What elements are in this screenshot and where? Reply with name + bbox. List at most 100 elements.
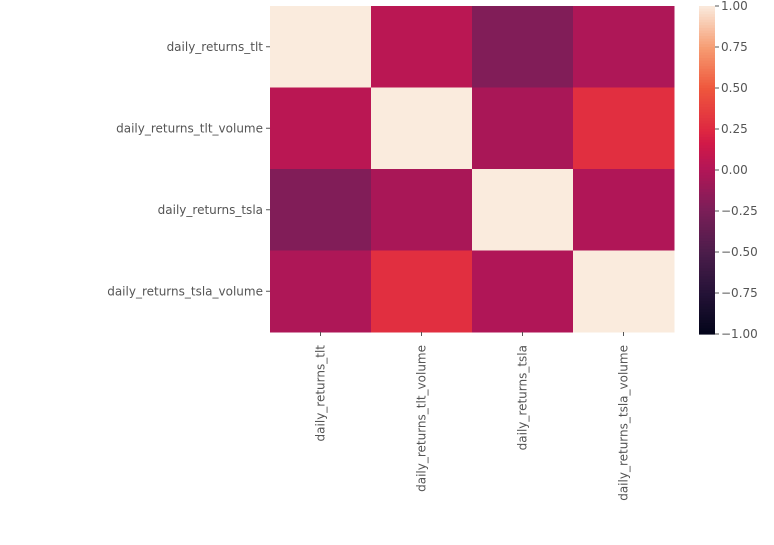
colorbar-segment — [699, 145, 715, 149]
colorbar-segment — [699, 172, 715, 177]
colorbar-tick-label: 0.75 — [721, 40, 748, 54]
colorbar-segment — [699, 260, 715, 264]
colorbar-segment — [699, 276, 715, 280]
colorbar-segment — [699, 249, 715, 253]
colorbar-tick-label: −0.75 — [721, 286, 758, 300]
row-labels: daily_returns_tlt daily_returns_tlt_volum… — [107, 40, 270, 298]
colorbar-segment — [699, 268, 715, 272]
colorbar-segment — [699, 19, 715, 23]
colorbar-segment — [699, 221, 715, 226]
colorbar-segment — [699, 312, 715, 316]
column-label: daily_returns_tsla_volume — [617, 345, 631, 501]
colorbar-segment — [699, 271, 715, 275]
colorbar-segment — [699, 156, 715, 160]
colorbar-segment — [699, 98, 715, 103]
colorbar-segment — [699, 44, 715, 48]
row-label: daily_returns_tsla_volume — [107, 284, 263, 298]
colorbar-segment — [699, 246, 715, 250]
colorbar-segment — [699, 142, 715, 146]
row-label: daily_returns_tsla — [158, 203, 263, 217]
colorbar-segment — [699, 109, 715, 114]
colorbar-segment — [699, 90, 715, 95]
colorbar-segment — [699, 68, 715, 73]
colorbar-segment — [699, 49, 715, 54]
colorbar-segment — [699, 213, 715, 218]
colorbar-segment — [699, 303, 715, 308]
colorbar-segment — [699, 238, 715, 242]
colorbar-segment — [699, 186, 715, 190]
colorbar-segment — [699, 16, 715, 21]
colorbar-segment — [699, 22, 715, 26]
colorbar-segment — [699, 25, 715, 29]
colorbar-segment — [699, 134, 715, 138]
colorbar-segment — [699, 129, 715, 133]
colorbar-tick-label: 0.00 — [721, 163, 748, 177]
heatmap-cell — [371, 250, 473, 333]
colorbar-segment — [699, 309, 715, 313]
colorbar-segment — [699, 115, 715, 119]
colorbar-segment — [699, 11, 715, 15]
heatmap-cell — [371, 169, 473, 251]
colorbar-segment — [699, 290, 715, 294]
colorbar-segment — [699, 170, 715, 174]
heatmap-cell — [472, 169, 574, 251]
colorbar-segment — [699, 306, 715, 310]
colorbar-segment — [699, 232, 715, 237]
heatmap-cell — [270, 250, 372, 333]
colorbar-segment — [699, 293, 715, 297]
colorbar-segment — [699, 189, 715, 193]
colorbar-segment — [699, 200, 715, 204]
heatmap-cell — [573, 87, 675, 170]
colorbar-segment — [699, 150, 715, 155]
colorbar-segment — [699, 224, 715, 228]
colorbar-segment — [699, 243, 715, 248]
column-label: daily_returns_tsla — [516, 345, 530, 450]
colorbar-segment — [699, 298, 715, 302]
heatmap-cell — [472, 87, 574, 170]
colorbar: 1.00 0.75 0.50 0.25 0.00 −0.25 −0.50 −0.75 −1.00 — [699, 0, 758, 341]
colorbar-segment — [699, 159, 715, 163]
colorbar-segment — [699, 323, 715, 327]
colorbar-segment — [699, 41, 715, 45]
colorbar-segment — [699, 66, 715, 70]
colorbar-segment — [699, 241, 715, 245]
colorbar-segment — [699, 328, 715, 332]
heatmap-cell — [472, 6, 574, 88]
colorbar-segment — [699, 60, 715, 64]
colorbar-segment — [699, 301, 715, 305]
heatmap-cell — [573, 6, 675, 88]
heatmap-cell — [573, 250, 675, 333]
colorbar-segment — [699, 57, 715, 62]
colorbar-segment — [699, 273, 715, 278]
colorbar-segment — [699, 153, 715, 157]
colorbar-segment — [699, 287, 715, 291]
colorbar-segment — [699, 77, 715, 81]
colorbar-segment — [699, 197, 715, 201]
colorbar-tick-label: 0.50 — [721, 81, 748, 95]
colorbar-segment — [699, 139, 715, 144]
colorbar-segment — [699, 252, 715, 256]
colorbar-segment — [699, 265, 715, 269]
colorbar-segment — [699, 262, 715, 267]
colorbar-segment — [699, 123, 715, 127]
colorbar-segment — [699, 317, 715, 321]
colorbar-segment — [699, 52, 715, 56]
colorbar-segment — [699, 282, 715, 286]
colorbar-segment — [699, 63, 715, 67]
colorbar-segment — [699, 178, 715, 182]
colorbar-segment — [699, 30, 715, 34]
colorbar-segment — [699, 55, 715, 59]
colorbar-segment — [699, 93, 715, 97]
colorbar-segment — [699, 227, 715, 231]
row-label: daily_returns_tlt — [167, 40, 264, 54]
colorbar-segment — [699, 202, 715, 207]
colorbar-segment — [699, 120, 715, 125]
colorbar-tick-label: −0.25 — [721, 204, 758, 218]
colorbar-segment — [699, 85, 715, 89]
colorbar-segment — [699, 38, 715, 43]
colorbar-segment — [699, 320, 715, 324]
colorbar-segment — [699, 82, 715, 86]
colorbar-segment — [699, 194, 715, 198]
colorbar-segment — [699, 211, 715, 215]
